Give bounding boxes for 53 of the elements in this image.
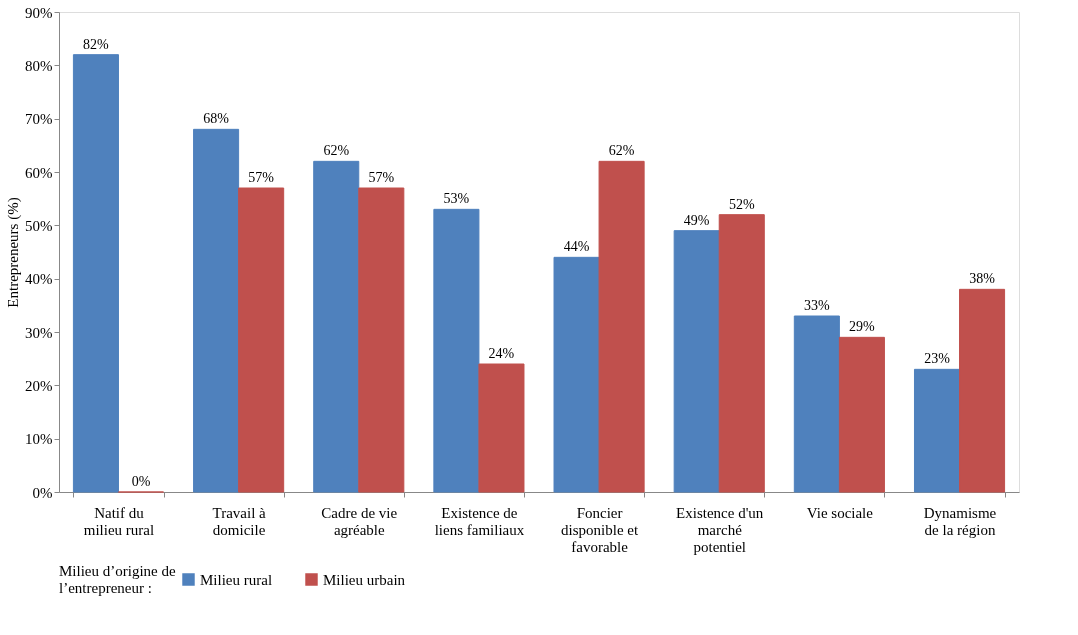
bar	[238, 187, 285, 493]
data-label: 82%	[83, 36, 110, 52]
data-label: 53%	[443, 191, 470, 207]
data-label: 57%	[248, 170, 275, 185]
x-tick-label: Vie sociale	[806, 504, 874, 521]
data-label: 44%	[563, 239, 590, 255]
legend-label: Milieu rural	[200, 571, 273, 588]
x-tick-label: Cadre de vie agréable	[321, 504, 398, 538]
data-label: 68%	[203, 111, 230, 127]
bar	[72, 54, 119, 493]
data-label: 62%	[323, 143, 350, 159]
x-tick-label: Existence d'un marché potentiel	[676, 504, 764, 555]
y-tick-label: 30%	[25, 324, 53, 341]
y-tick-label: 0%	[32, 484, 53, 501]
bar	[598, 160, 645, 493]
data-label: 52%	[728, 196, 755, 212]
data-label: 57%	[368, 170, 395, 185]
bar	[433, 208, 480, 493]
data-label: 49%	[683, 212, 710, 228]
x-tick-label: Foncier disponible et favorable	[561, 504, 639, 555]
bar	[313, 160, 360, 493]
bar	[718, 214, 765, 493]
y-tick-label: 20%	[25, 377, 53, 394]
y-axis-title: Entrepreneurs (%)	[5, 197, 22, 308]
data-label: 62%	[608, 143, 635, 159]
y-tick-label: 40%	[25, 271, 53, 288]
bar	[673, 230, 720, 493]
y-tick-label: 60%	[25, 164, 53, 181]
bar	[478, 363, 525, 493]
x-tick-label: Natif du milieu rural	[83, 504, 155, 538]
data-label: 29%	[849, 319, 876, 335]
x-tick-label: Dynamisme de la région	[923, 504, 997, 538]
y-tick-label: 10%	[25, 431, 53, 448]
bar	[913, 368, 961, 493]
y-tick-label: 70%	[25, 111, 53, 128]
bar	[959, 288, 1006, 493]
data-label: 24%	[488, 346, 515, 361]
data-label: 23%	[924, 351, 951, 367]
data-label: 38%	[969, 271, 996, 287]
x-tick-label: Existence de liens familiaux	[434, 504, 525, 538]
y-tick-label: 80%	[25, 57, 53, 74]
bar	[838, 336, 885, 493]
y-tick-label: 50%	[25, 217, 53, 234]
bar	[193, 128, 240, 493]
x-tick-label: Travail à domicile	[212, 504, 267, 538]
bar	[358, 187, 405, 493]
bar	[793, 315, 840, 493]
data-label: 33%	[804, 298, 831, 313]
legend-title: Milieu d’origine de l’entrepreneur :	[59, 563, 176, 596]
data-label: 0%	[131, 474, 151, 489]
bar	[553, 256, 600, 493]
y-tick-label: 90%	[25, 4, 53, 21]
legend-label: Milieu urbain	[323, 571, 406, 588]
